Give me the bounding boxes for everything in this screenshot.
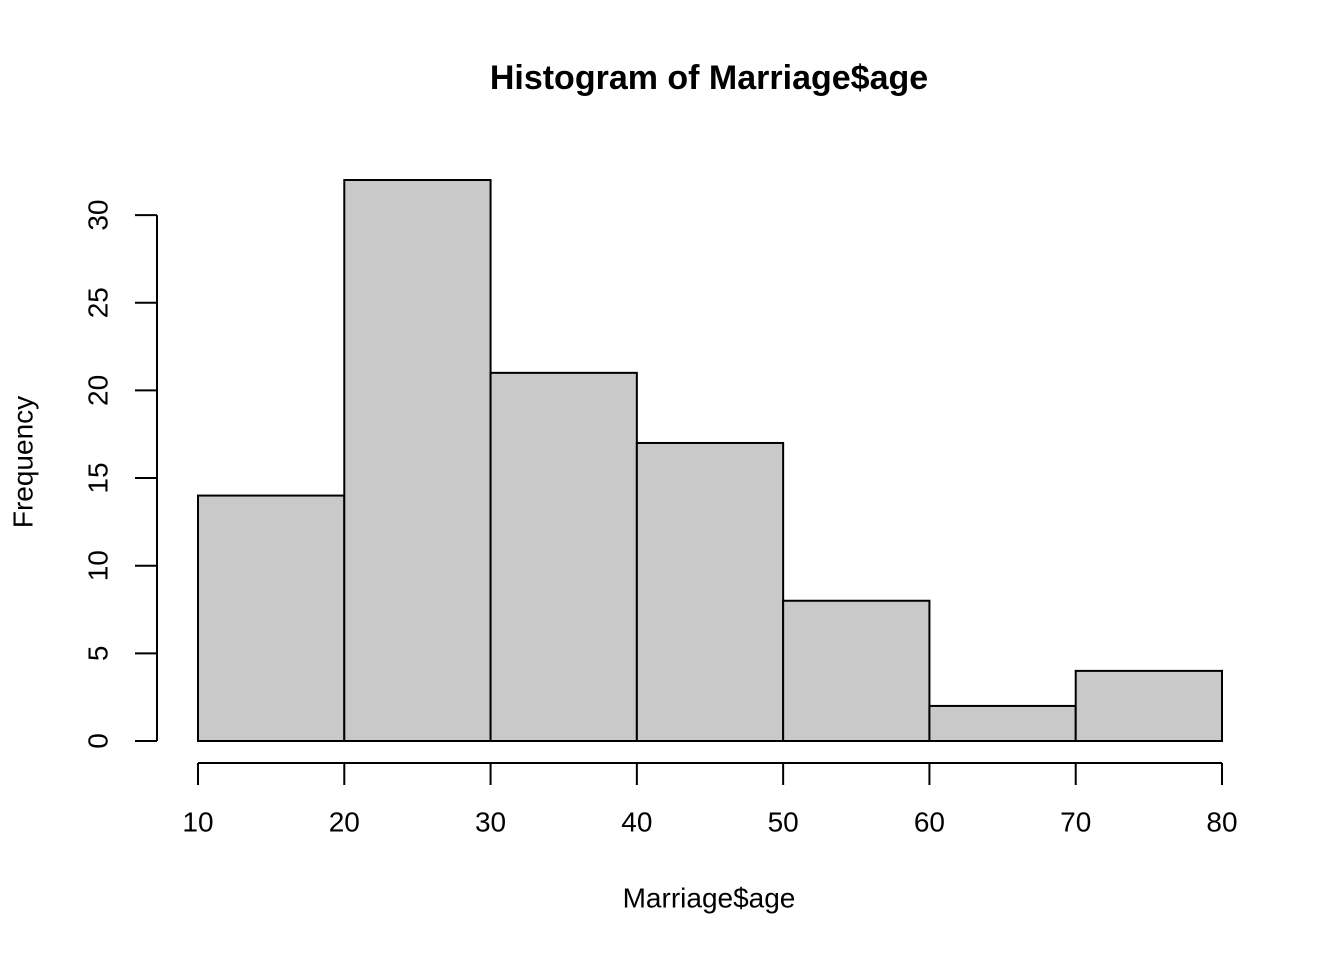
x-tick-label: 10: [182, 806, 213, 837]
x-tick-label: 70: [1060, 806, 1091, 837]
y-tick-label: 30: [82, 199, 113, 230]
bar: [635, 441, 785, 742]
x-tick-label: 80: [1206, 806, 1237, 837]
bar: [1074, 669, 1223, 742]
x-tick-label: 20: [329, 806, 360, 837]
y-tick-label: 0: [82, 733, 113, 749]
x-tick-label: 50: [768, 806, 799, 837]
bar: [928, 704, 1077, 742]
bar: [343, 179, 492, 742]
x-tick-label: 60: [914, 806, 945, 837]
y-tick-label: 25: [82, 287, 113, 318]
y-tick-label: 20: [82, 375, 113, 406]
x-axis-label: Marriage$age: [623, 882, 796, 913]
bar: [782, 599, 931, 742]
y-tick-label: 10: [82, 550, 113, 581]
x-tick-label: 30: [475, 806, 506, 837]
x-tick-label: 40: [621, 806, 652, 837]
bar: [197, 494, 346, 742]
bar: [489, 371, 638, 742]
y-tick-label: 15: [82, 462, 113, 493]
chart-title: Histogram of Marriage$age: [490, 59, 928, 97]
y-tick-label: 5: [82, 646, 113, 662]
y-axis-label: Frequency: [7, 396, 38, 528]
